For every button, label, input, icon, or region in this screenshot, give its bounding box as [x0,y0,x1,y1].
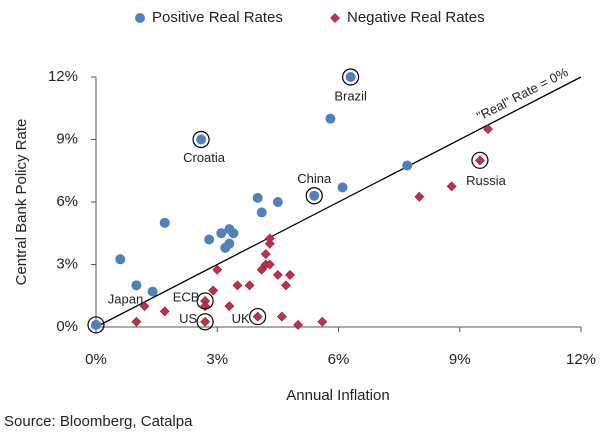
annotation: Croatia [183,150,226,165]
point [260,249,271,260]
point [216,228,227,239]
point [264,233,275,244]
highlight-ring [196,313,214,331]
reference-line-label: "Real" Rate = 0% [474,64,571,124]
y-tick-label: 9% [56,130,78,147]
legend-label: Negative Real Rates [347,9,485,26]
point [131,280,142,291]
x-tick-label: 9% [449,351,471,368]
x-tick-label: 6% [328,351,350,368]
annotation: Japan [108,292,143,307]
point [252,192,263,203]
point [309,190,320,201]
point [200,316,211,327]
annotation: UK [232,311,250,326]
point [224,238,235,249]
point [204,234,215,245]
y-tick-label: 6% [56,193,78,210]
point [139,301,150,312]
point [325,113,336,124]
legend-marker [330,13,340,23]
y-tick-label: 0% [56,318,78,335]
point [196,134,207,145]
point [228,228,239,239]
point [337,182,348,193]
highlight-ring [471,151,489,169]
legend-label: Positive Real Rates [152,9,283,26]
point [208,285,219,296]
annotation: ECB [173,289,200,304]
point [264,238,275,249]
point [115,254,126,265]
annotation: US [179,311,197,326]
y-tick-label: 3% [56,255,78,272]
point [232,280,243,291]
annotation: Brazil [334,88,367,103]
point [475,155,485,166]
x-tick-label: 3% [206,351,228,368]
point [212,264,223,275]
point [276,311,287,322]
highlight-ring [249,307,267,326]
point [159,217,170,228]
point [256,207,267,218]
point [147,286,158,297]
annotation: China [297,171,332,186]
x-axis-label: Annual Inflation [286,387,389,404]
point [272,269,283,280]
point [200,301,211,312]
point [285,269,295,280]
highlight-ring [196,292,214,310]
point [402,160,413,171]
highlight-ring [305,187,323,205]
point [317,316,328,327]
highlight-ring [342,68,360,86]
highlight-ring [192,130,210,149]
point [244,280,255,291]
point [272,197,283,207]
highlight-ring [87,316,105,334]
point [483,124,493,135]
point [446,181,457,192]
point [281,280,291,291]
y-axis-label: Central Bank Policy Rate [13,119,30,286]
point [224,301,235,312]
point [131,316,142,327]
point [252,311,263,322]
x-tick-label: 0% [85,351,107,368]
point [264,259,275,270]
point [414,191,425,202]
legend-marker [135,13,145,23]
y-tick-label: 12% [48,68,78,85]
annotation: Russia [466,173,507,188]
point [91,319,101,330]
x-tick-label: 12% [566,351,596,368]
point [159,306,170,317]
source: Source: Bloomberg, Catalpa [4,413,193,430]
point [293,319,304,330]
point [345,72,356,82]
reference-line [95,76,582,328]
